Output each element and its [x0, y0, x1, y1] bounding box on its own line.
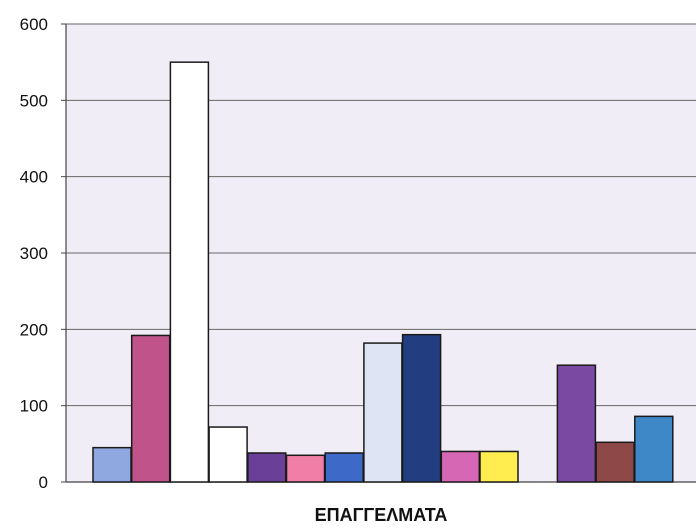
bar — [285, 454, 326, 483]
bar — [208, 426, 248, 483]
bar — [92, 446, 132, 483]
bar — [479, 450, 519, 483]
bars — [92, 61, 674, 483]
bar — [595, 441, 635, 483]
bar — [634, 415, 674, 483]
y-tick-label: 300 — [20, 244, 48, 263]
bar — [440, 450, 481, 483]
bar — [556, 364, 597, 483]
y-tick-label: 400 — [20, 168, 48, 187]
bar — [169, 61, 210, 483]
y-tick-label: 0 — [39, 473, 48, 492]
y-tick-label: 500 — [20, 91, 48, 110]
y-tick-label: 600 — [20, 15, 48, 34]
bar — [247, 452, 287, 483]
y-tick-label: 200 — [20, 320, 48, 339]
y-tick-label: 100 — [20, 397, 48, 416]
bar — [324, 452, 364, 483]
x-axis-title: ΕΠΑΓΓΕΛΜΑΤΑ — [315, 505, 448, 525]
bar — [363, 342, 403, 483]
y-tick-labels: 0 100 200 300 400 500 600 — [20, 15, 66, 492]
bar — [130, 334, 171, 483]
bar — [401, 333, 442, 483]
